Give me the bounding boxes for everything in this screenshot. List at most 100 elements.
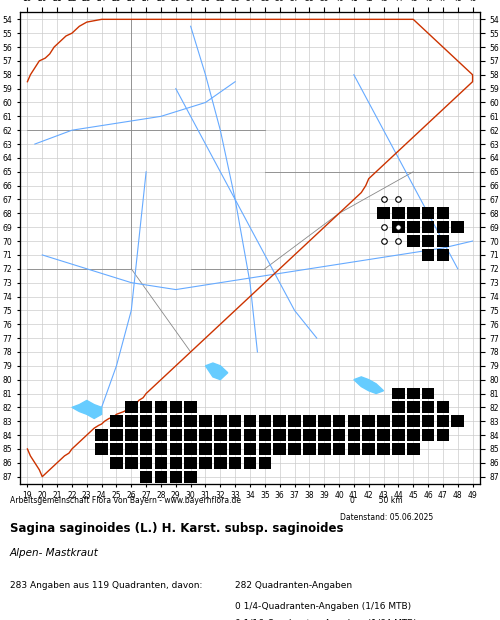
Bar [96, 443, 108, 455]
Bar [140, 443, 152, 455]
Bar [244, 415, 256, 427]
Bar [436, 415, 449, 427]
Bar [154, 443, 168, 455]
Bar [184, 429, 197, 441]
Bar [377, 415, 390, 427]
Bar [436, 402, 449, 414]
Text: Alpen- Mastkraut: Alpen- Mastkraut [10, 548, 99, 559]
Bar [184, 402, 197, 414]
Text: Datenstand: 05.06.2025: Datenstand: 05.06.2025 [340, 513, 433, 522]
Text: Sagina saginoides (L.) H. Karst. subsp. saginoides: Sagina saginoides (L.) H. Karst. subsp. … [10, 522, 344, 535]
Bar [288, 429, 301, 441]
Bar [332, 443, 345, 455]
Bar [362, 415, 375, 427]
Bar [199, 429, 212, 441]
Bar [436, 429, 449, 441]
Bar [436, 221, 449, 233]
Bar [110, 415, 123, 427]
Bar [407, 429, 420, 441]
Bar [392, 221, 404, 233]
Bar [125, 443, 138, 455]
Bar [303, 443, 316, 455]
Bar [184, 457, 197, 469]
Bar [110, 443, 123, 455]
Bar [258, 443, 271, 455]
Polygon shape [206, 363, 228, 379]
Bar [407, 208, 420, 219]
Bar [258, 415, 271, 427]
Bar [229, 429, 241, 441]
Bar [303, 415, 316, 427]
Bar [229, 457, 241, 469]
Bar [452, 415, 464, 427]
Bar [422, 249, 434, 261]
Bar [318, 429, 330, 441]
Bar [422, 388, 434, 399]
Bar [274, 415, 286, 427]
Bar [170, 471, 182, 482]
Bar [332, 429, 345, 441]
Bar [362, 429, 375, 441]
Bar [407, 388, 420, 399]
Text: 0 1/16-Quadranten-Angaben (1/64 MTB): 0 1/16-Quadranten-Angaben (1/64 MTB) [235, 619, 417, 620]
Bar [377, 429, 390, 441]
Text: 283 Angaben aus 119 Quadranten, davon:: 283 Angaben aus 119 Quadranten, davon: [10, 581, 202, 590]
Bar [170, 443, 182, 455]
Bar [214, 429, 226, 441]
Bar [125, 415, 138, 427]
Text: 0          50 km: 0 50 km [350, 496, 403, 505]
Bar [332, 415, 345, 427]
Bar [96, 429, 108, 441]
Bar [184, 415, 197, 427]
Bar [214, 457, 226, 469]
Text: Arbeitsgemeinschaft Flora von Bayern - www.bayernflora.de: Arbeitsgemeinschaft Flora von Bayern - w… [10, 496, 241, 505]
Bar [244, 457, 256, 469]
Bar [422, 235, 434, 247]
Bar [407, 443, 420, 455]
Bar [214, 415, 226, 427]
Bar [392, 415, 404, 427]
Bar [422, 221, 434, 233]
Bar [452, 221, 464, 233]
Bar [140, 402, 152, 414]
Bar [407, 221, 420, 233]
Bar [140, 471, 152, 482]
Bar [140, 429, 152, 441]
Bar [348, 415, 360, 427]
Bar [199, 457, 212, 469]
Polygon shape [72, 401, 102, 419]
Bar [244, 429, 256, 441]
Bar [436, 235, 449, 247]
Bar [318, 443, 330, 455]
Bar [154, 415, 168, 427]
Text: 282 Quadranten-Angaben: 282 Quadranten-Angaben [235, 581, 352, 590]
Bar [154, 402, 168, 414]
Bar [407, 415, 420, 427]
Bar [377, 208, 390, 219]
Bar [184, 443, 197, 455]
Bar [392, 208, 404, 219]
Bar [229, 415, 241, 427]
Bar [125, 457, 138, 469]
Bar [140, 457, 152, 469]
Text: 0 1/4-Quadranten-Angaben (1/16 MTB): 0 1/4-Quadranten-Angaben (1/16 MTB) [235, 602, 411, 611]
Bar [110, 457, 123, 469]
Bar [154, 457, 168, 469]
Bar [436, 208, 449, 219]
Bar [348, 429, 360, 441]
Bar [170, 457, 182, 469]
Bar [407, 402, 420, 414]
Bar [244, 443, 256, 455]
Bar [288, 415, 301, 427]
Bar [422, 429, 434, 441]
Bar [125, 429, 138, 441]
Bar [170, 429, 182, 441]
Bar [199, 415, 212, 427]
Bar [392, 388, 404, 399]
Bar [229, 443, 241, 455]
Bar [392, 429, 404, 441]
Bar [288, 443, 301, 455]
Bar [392, 443, 404, 455]
Bar [170, 415, 182, 427]
Bar [258, 429, 271, 441]
